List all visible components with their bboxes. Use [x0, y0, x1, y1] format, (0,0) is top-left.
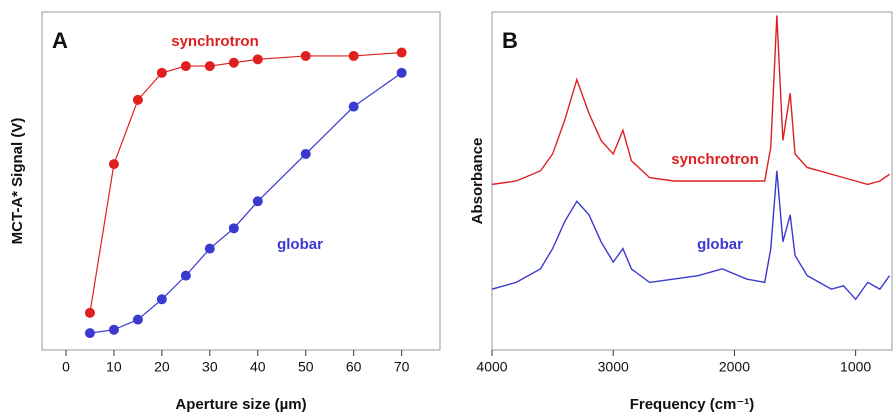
- x-tick-label: 1000: [840, 359, 871, 375]
- y-axis-label: MCT-A* Signal (V): [9, 118, 26, 245]
- series-line: [89, 51, 402, 313]
- data-point: [108, 324, 119, 335]
- series-label: synchrotron: [671, 151, 759, 168]
- x-tick-label: 40: [250, 359, 266, 375]
- plot: [84, 47, 407, 339]
- series-line: [492, 15, 890, 186]
- data-point: [180, 61, 191, 72]
- data-point: [180, 270, 191, 281]
- data-point: [348, 50, 359, 61]
- plot-frame: [41, 11, 441, 351]
- data-point: [348, 101, 359, 112]
- x-tick-label: 4000: [476, 359, 507, 375]
- series-line: [89, 72, 402, 334]
- data-point: [204, 243, 215, 254]
- series-label: globar: [277, 236, 323, 253]
- x-tick-label: 3000: [598, 359, 629, 375]
- panel-label: A: [52, 28, 68, 53]
- data-point: [204, 61, 215, 72]
- data-point: [84, 328, 95, 339]
- plot: [492, 15, 891, 301]
- data-point: [300, 148, 311, 159]
- x-axis-label: Aperture size (µm): [175, 396, 306, 413]
- data-point: [108, 159, 119, 170]
- data-point: [156, 294, 167, 305]
- data-point: [132, 94, 143, 105]
- data-point: [228, 223, 239, 234]
- data-point: [228, 57, 239, 68]
- plot-frame: [491, 11, 893, 351]
- series-label: globar: [697, 236, 743, 253]
- x-tick-label: 30: [202, 359, 218, 375]
- x-tick-label: 60: [346, 359, 362, 375]
- x-axis-label: Frequency (cm⁻¹): [630, 396, 755, 413]
- panel-label: B: [502, 28, 518, 53]
- x-tick-label: 10: [106, 359, 122, 375]
- x-tick-label: 2000: [719, 359, 750, 375]
- series-line: [492, 170, 891, 301]
- data-point: [156, 67, 167, 78]
- data-point: [132, 314, 143, 325]
- x-tick-label: 70: [394, 359, 410, 375]
- data-point: [396, 47, 407, 58]
- x-tick-label: 20: [154, 359, 170, 375]
- data-point: [300, 50, 311, 61]
- data-point: [252, 54, 263, 65]
- series-label: synchrotron: [171, 33, 259, 50]
- x-tick-label: 50: [298, 359, 314, 375]
- data-point: [84, 307, 95, 318]
- data-point: [252, 196, 263, 207]
- data-point: [396, 67, 407, 78]
- x-tick-label: 0: [62, 359, 70, 375]
- y-axis-label: Absorbance: [469, 138, 486, 225]
